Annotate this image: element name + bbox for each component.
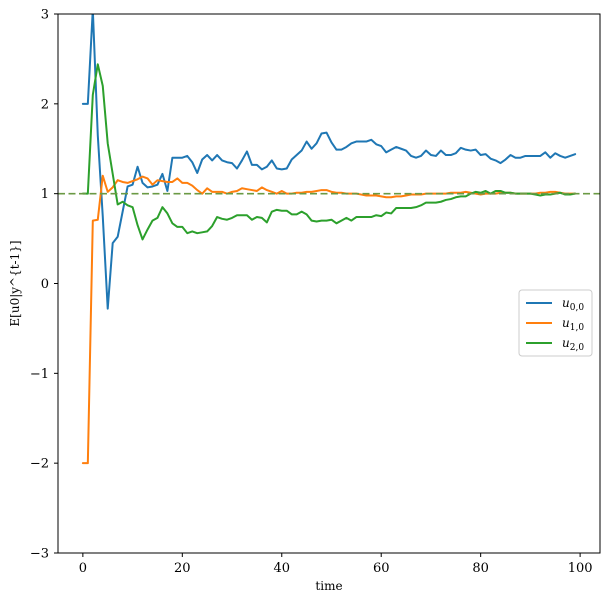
plot-frame bbox=[57, 13, 601, 554]
y-tick-label: 2 bbox=[41, 97, 49, 112]
legend-label: u1,0 bbox=[562, 316, 584, 333]
legend-box bbox=[518, 289, 593, 357]
x-axis-label: time bbox=[315, 579, 342, 593]
x-tick-label: 0 bbox=[79, 561, 87, 576]
y-tick-label: −3 bbox=[30, 547, 49, 562]
y-tick-label: 1 bbox=[41, 187, 49, 202]
y-tick-label: 0 bbox=[41, 277, 49, 292]
x-tick-label: 60 bbox=[373, 561, 390, 576]
x-tick-label: 40 bbox=[273, 561, 290, 576]
y-tick-label: 3 bbox=[41, 8, 49, 23]
y-axis-ticks: −3 −2 −1 0 1 2 3 bbox=[30, 8, 58, 562]
x-axis-ticks: 0 20 40 60 80 100 bbox=[79, 553, 593, 576]
y-axis-label: E[u0|y^{t-1}] bbox=[8, 240, 22, 326]
legend-label: u0,0 bbox=[562, 296, 584, 313]
series-line-2-0 bbox=[81, 63, 577, 241]
legend: u0,0 u1,0 u2,0 bbox=[518, 289, 593, 357]
x-tick-label: 80 bbox=[472, 561, 489, 576]
legend-label: u2,0 bbox=[562, 336, 584, 353]
x-tick-label: 20 bbox=[174, 561, 191, 576]
x-tick-label: 100 bbox=[568, 561, 593, 576]
series-line-0-0 bbox=[81, 14, 577, 310]
series-layer bbox=[81, 14, 577, 465]
y-axis-label-text: E[u0|y^{t-1}] bbox=[8, 240, 22, 326]
y-tick-label: −2 bbox=[30, 457, 49, 472]
y-tick-label: −1 bbox=[30, 367, 49, 382]
